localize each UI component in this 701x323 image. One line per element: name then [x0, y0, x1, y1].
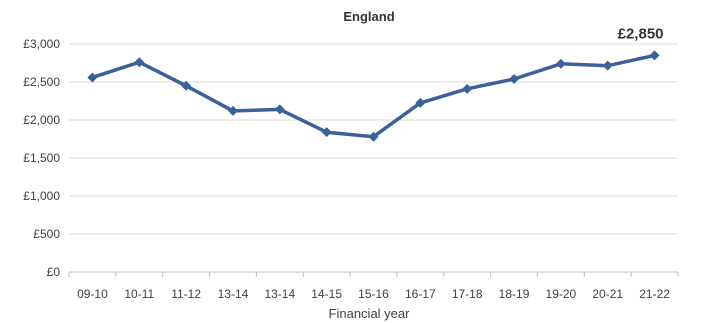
x-tick-label: 20-21 — [592, 287, 623, 301]
series-line — [91, 53, 655, 139]
x-tick-label: 10-11 — [124, 287, 154, 301]
data-labels: £2,850 — [618, 25, 664, 42]
x-tick-label: 19-20 — [546, 287, 577, 301]
data-point — [181, 80, 192, 91]
y-tick-label: £500 — [33, 227, 60, 241]
x-tick-label: 13-14 — [218, 287, 249, 301]
x-axis-ticks: 09-10 10-11 11-12 13-14 13-14 14-15 15-16 16-17… — [68, 272, 679, 301]
data-point — [415, 97, 426, 108]
y-tick-label: £1,500 — [23, 151, 60, 165]
y-tick-label: £2,000 — [23, 113, 60, 127]
data-point — [555, 58, 566, 69]
x-tick-label: 16-17 — [405, 287, 436, 301]
data-point — [134, 57, 145, 68]
data-point — [649, 50, 660, 61]
x-tick-label: 11-12 — [171, 287, 201, 301]
data-point — [462, 83, 473, 94]
x-tick-label: 14-15 — [311, 287, 342, 301]
data-point — [509, 73, 520, 84]
y-tick-label: £2,500 — [23, 75, 60, 89]
chart-title: England — [343, 9, 394, 24]
x-axis-label: Financial year — [329, 306, 411, 321]
y-axis-ticks: £0 £500 £1,000 £1,500 £2,000 £2,500 £3,000 — [23, 37, 60, 279]
data-point — [368, 131, 379, 142]
x-tick-label: 21-22 — [639, 287, 670, 301]
data-point — [321, 127, 332, 138]
y-tick-label: £3,000 — [23, 37, 60, 51]
x-tick-label: 13-14 — [264, 287, 295, 301]
x-tick-label: 09-10 — [77, 287, 108, 301]
y-tick-label: £1,000 — [23, 189, 60, 203]
x-tick-label: 15-16 — [358, 287, 389, 301]
data-point — [227, 105, 238, 116]
x-tick-label: 17-18 — [452, 287, 483, 301]
data-point — [87, 72, 98, 83]
data-point — [602, 60, 613, 71]
data-points — [87, 50, 660, 142]
data-point — [274, 104, 285, 115]
data-label: £2,850 — [618, 25, 664, 42]
x-tick-label: 18-19 — [499, 287, 530, 301]
y-tick-label: £0 — [47, 265, 61, 279]
gridlines — [69, 43, 678, 235]
